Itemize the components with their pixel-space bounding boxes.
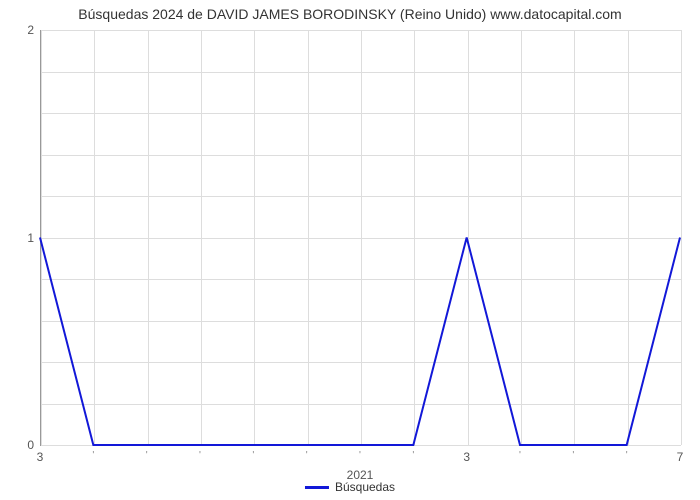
x-tick-label: 3 (463, 450, 470, 464)
x-tick-label: 7 (677, 450, 684, 464)
chart-title: Búsquedas 2024 de DAVID JAMES BORODINSKY… (0, 0, 700, 22)
x-tick-minor: ' (626, 450, 628, 461)
line-series (40, 30, 680, 445)
x-tick-minor: ' (572, 450, 574, 461)
y-tick-label: 0 (14, 438, 34, 452)
gridline-v (681, 30, 682, 445)
chart-area: 012337''''''''''2021 (40, 30, 680, 445)
x-tick-minor: ' (519, 450, 521, 461)
series-line (40, 238, 680, 446)
x-tick-minor: ' (199, 450, 201, 461)
legend: Búsquedas (305, 480, 395, 494)
x-tick-minor: ' (359, 450, 361, 461)
x-tick-minor: ' (146, 450, 148, 461)
x-tick-label: 3 (37, 450, 44, 464)
y-tick-label: 2 (14, 23, 34, 37)
x-tick-minor: ' (306, 450, 308, 461)
x-tick-minor: ' (92, 450, 94, 461)
legend-label: Búsquedas (335, 480, 395, 494)
x-tick-minor: ' (252, 450, 254, 461)
x-tick-minor: ' (412, 450, 414, 461)
legend-swatch (305, 486, 329, 489)
y-tick-label: 1 (14, 231, 34, 245)
